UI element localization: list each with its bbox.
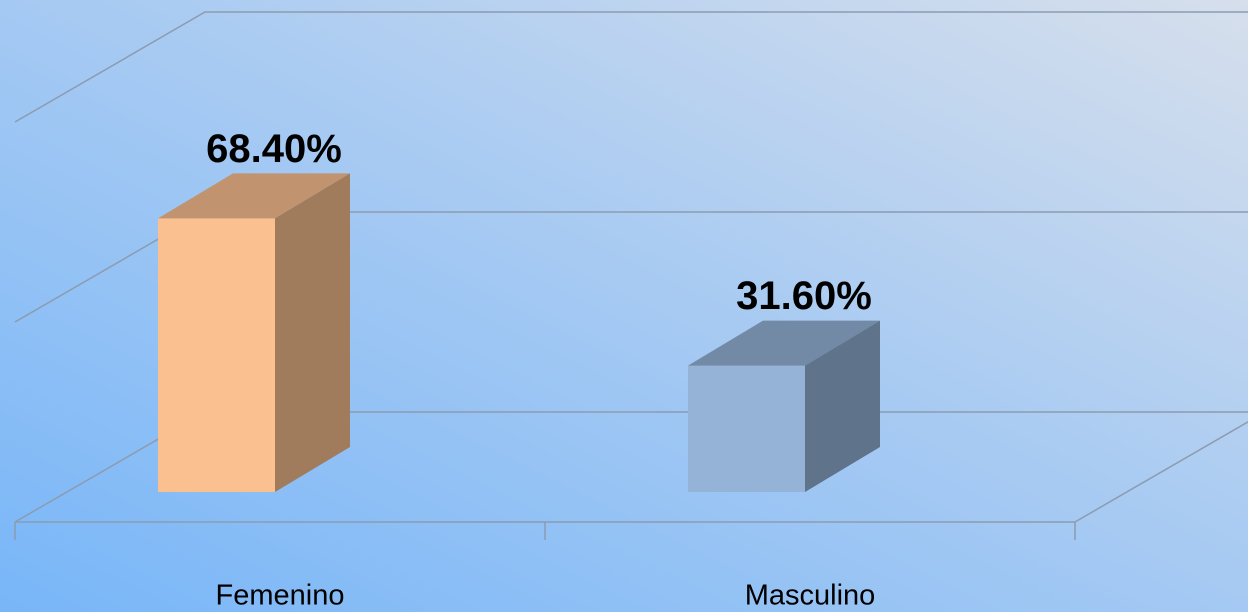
value-label: 68.40% bbox=[206, 127, 342, 171]
grid-line bbox=[14, 11, 1248, 123]
bar-side bbox=[805, 320, 880, 492]
bar-front bbox=[158, 218, 275, 492]
value-label: 31.60% bbox=[736, 274, 872, 318]
bar-front bbox=[688, 365, 805, 492]
x-tick-label: Masculino bbox=[745, 580, 876, 612]
bar-side bbox=[275, 173, 350, 492]
bar-top bbox=[688, 320, 880, 366]
bar-top bbox=[158, 173, 350, 219]
x-tick-label: Femenino bbox=[216, 580, 345, 612]
